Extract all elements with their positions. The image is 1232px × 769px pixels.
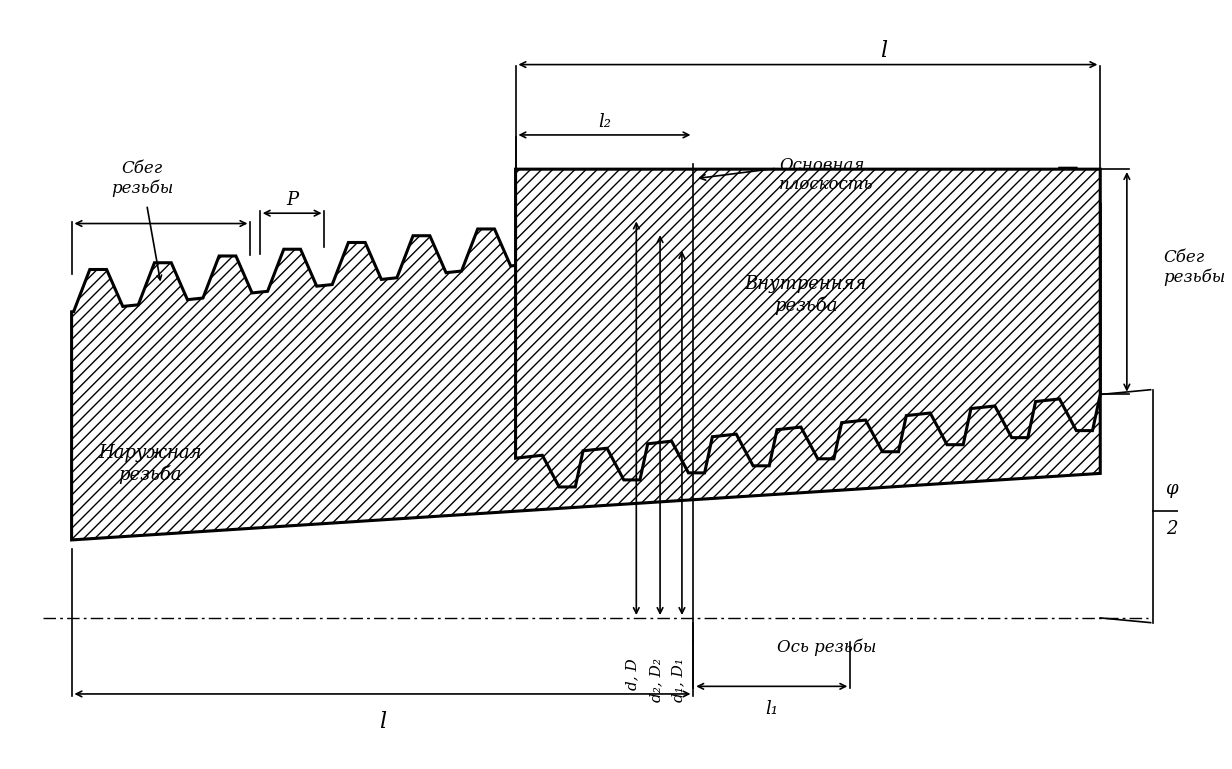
- Text: d, D: d, D: [626, 657, 639, 690]
- Text: l: l: [881, 40, 887, 62]
- Text: P: P: [286, 191, 298, 209]
- Text: l₂: l₂: [598, 112, 611, 131]
- Text: Сбег
резьбы: Сбег резьбы: [1163, 249, 1226, 286]
- Polygon shape: [71, 168, 1100, 540]
- Text: Сбег
резьбы: Сбег резьбы: [111, 160, 172, 197]
- Text: φ: φ: [1165, 480, 1178, 498]
- Text: 2: 2: [1165, 521, 1178, 538]
- Text: l: l: [379, 711, 386, 733]
- Text: Наружная
резьба: Наружная резьба: [97, 444, 201, 484]
- Text: l₁: l₁: [765, 700, 779, 717]
- Text: Внутренняя
резьба: Внутренняя резьба: [744, 275, 867, 315]
- Text: d₂, D₂: d₂, D₂: [649, 657, 663, 702]
- Text: Основная
плоскость: Основная плоскость: [779, 157, 873, 194]
- Text: Ось резьбы: Ось резьбы: [777, 639, 876, 656]
- Polygon shape: [515, 169, 1100, 487]
- Text: d₁, D₁: d₁, D₁: [671, 657, 685, 702]
